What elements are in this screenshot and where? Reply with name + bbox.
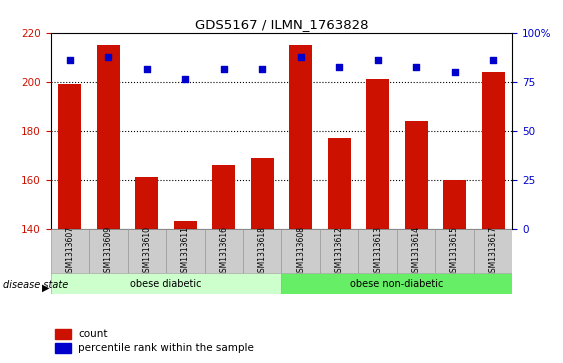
Bar — [282, 273, 512, 294]
Point — [450, 69, 459, 75]
Bar — [328, 138, 351, 229]
Text: percentile rank within the sample: percentile rank within the sample — [78, 343, 254, 353]
Text: GSM1313618: GSM1313618 — [258, 226, 267, 277]
Bar — [135, 177, 158, 229]
Bar — [397, 229, 435, 274]
Text: ▶: ▶ — [42, 282, 50, 293]
Text: count: count — [78, 329, 108, 339]
Bar — [51, 273, 282, 294]
Bar — [55, 330, 72, 339]
Bar — [89, 229, 128, 274]
Bar — [166, 229, 204, 274]
Title: GDS5167 / ILMN_1763828: GDS5167 / ILMN_1763828 — [195, 19, 368, 32]
Text: GSM1313617: GSM1313617 — [489, 226, 498, 277]
Point — [65, 57, 74, 62]
Text: obese non-diabetic: obese non-diabetic — [350, 278, 444, 289]
Bar — [97, 45, 120, 229]
Bar — [55, 343, 72, 353]
Text: disease state: disease state — [3, 280, 68, 290]
Bar — [282, 229, 320, 274]
Point — [142, 66, 151, 72]
Point — [219, 66, 229, 72]
Bar — [435, 229, 474, 274]
Text: GSM1313612: GSM1313612 — [335, 226, 343, 277]
Bar — [405, 121, 428, 229]
Bar — [474, 229, 512, 274]
Point — [104, 54, 113, 60]
Bar — [481, 72, 504, 229]
Point — [334, 64, 343, 70]
Text: GSM1313611: GSM1313611 — [181, 226, 190, 277]
Text: GSM1313614: GSM1313614 — [412, 226, 421, 277]
Point — [412, 64, 421, 70]
Bar — [366, 79, 389, 229]
Text: GSM1313610: GSM1313610 — [142, 226, 151, 277]
Text: obese diabetic: obese diabetic — [131, 278, 202, 289]
Bar — [320, 229, 359, 274]
Bar — [251, 158, 274, 229]
Bar — [174, 221, 197, 229]
Text: GSM1313616: GSM1313616 — [220, 226, 228, 277]
Bar — [59, 84, 82, 229]
Bar — [443, 180, 466, 229]
Point — [296, 54, 305, 60]
Bar — [128, 229, 166, 274]
Text: GSM1313609: GSM1313609 — [104, 226, 113, 277]
Bar — [204, 229, 243, 274]
Text: GSM1313607: GSM1313607 — [65, 226, 74, 277]
Point — [373, 57, 382, 62]
Point — [181, 76, 190, 82]
Text: GSM1313615: GSM1313615 — [450, 226, 459, 277]
Bar — [243, 229, 282, 274]
Bar — [51, 229, 89, 274]
Bar — [359, 229, 397, 274]
Bar — [289, 45, 312, 229]
Point — [258, 66, 267, 72]
Point — [489, 57, 498, 62]
Text: GSM1313608: GSM1313608 — [296, 226, 305, 277]
Text: GSM1313613: GSM1313613 — [373, 226, 382, 277]
Bar — [212, 165, 235, 229]
